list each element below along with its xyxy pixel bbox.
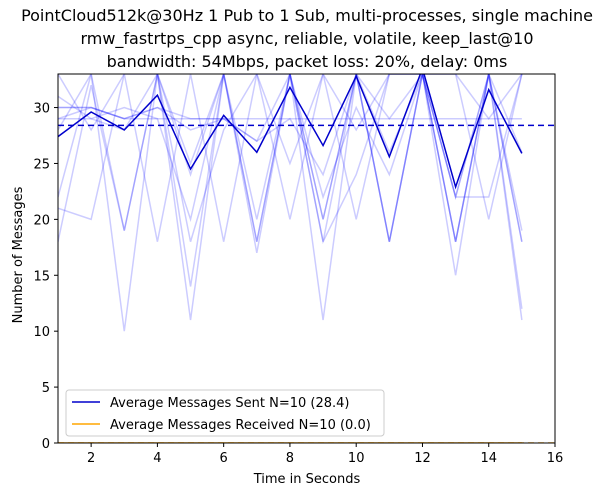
x-tick-label: 4 <box>153 451 161 466</box>
chart-title-line-1: PointCloud512k@30Hz 1 Pub to 1 Sub, mult… <box>21 6 593 25</box>
x-tick-label: 14 <box>480 451 497 466</box>
y-tick-label: 0 <box>42 437 50 452</box>
run-line-5 <box>58 74 523 332</box>
y-tick-label: 30 <box>33 102 50 117</box>
run-line-10 <box>58 74 523 200</box>
y-axis-label: Number of Messages <box>11 186 26 323</box>
y-tick-label: 20 <box>33 213 50 228</box>
run-line-2 <box>58 74 523 242</box>
x-tick-label: 10 <box>348 451 365 466</box>
x-tick-label: 8 <box>286 451 294 466</box>
series-line-sent <box>58 74 523 190</box>
run-line-4 <box>58 74 523 321</box>
x-tick-label: 2 <box>87 451 95 466</box>
chart-title-line-3: bandwidth: 54Mbps, packet loss: 20%, del… <box>106 52 508 71</box>
legend-label-received: Average Messages Received N=10 (0.0) <box>110 418 371 433</box>
chart-title-line-2: rmw_fastrtps_cpp async, reliable, volati… <box>80 29 534 48</box>
series-layer <box>58 74 555 443</box>
y-tick-label: 15 <box>33 269 50 284</box>
axes-layer: 2 4 6 8 10 12 14 16 0 5 10 15 20 25 30 <box>33 73 564 466</box>
run-line-9 <box>58 74 523 231</box>
run-line-3 <box>58 74 523 309</box>
y-tick-label: 25 <box>33 157 50 172</box>
y-tick-label: 10 <box>33 325 50 340</box>
x-tick-label: 12 <box>414 451 431 466</box>
legend: Average Messages Sent N=10 (28.4) Averag… <box>65 389 385 437</box>
plot-frame <box>57 73 556 444</box>
x-tick-label: 6 <box>220 451 228 466</box>
legend-label-sent: Average Messages Sent N=10 (28.4) <box>110 396 350 411</box>
run-line-8 <box>58 74 523 321</box>
y-tick-label: 5 <box>42 381 50 396</box>
x-axis-label: Time in Seconds <box>253 472 361 487</box>
individual-runs-layer <box>58 74 523 332</box>
run-line-6 <box>58 74 523 242</box>
x-tick-label: 16 <box>547 451 564 466</box>
legend-box <box>65 389 385 437</box>
run-line-7 <box>58 74 523 242</box>
